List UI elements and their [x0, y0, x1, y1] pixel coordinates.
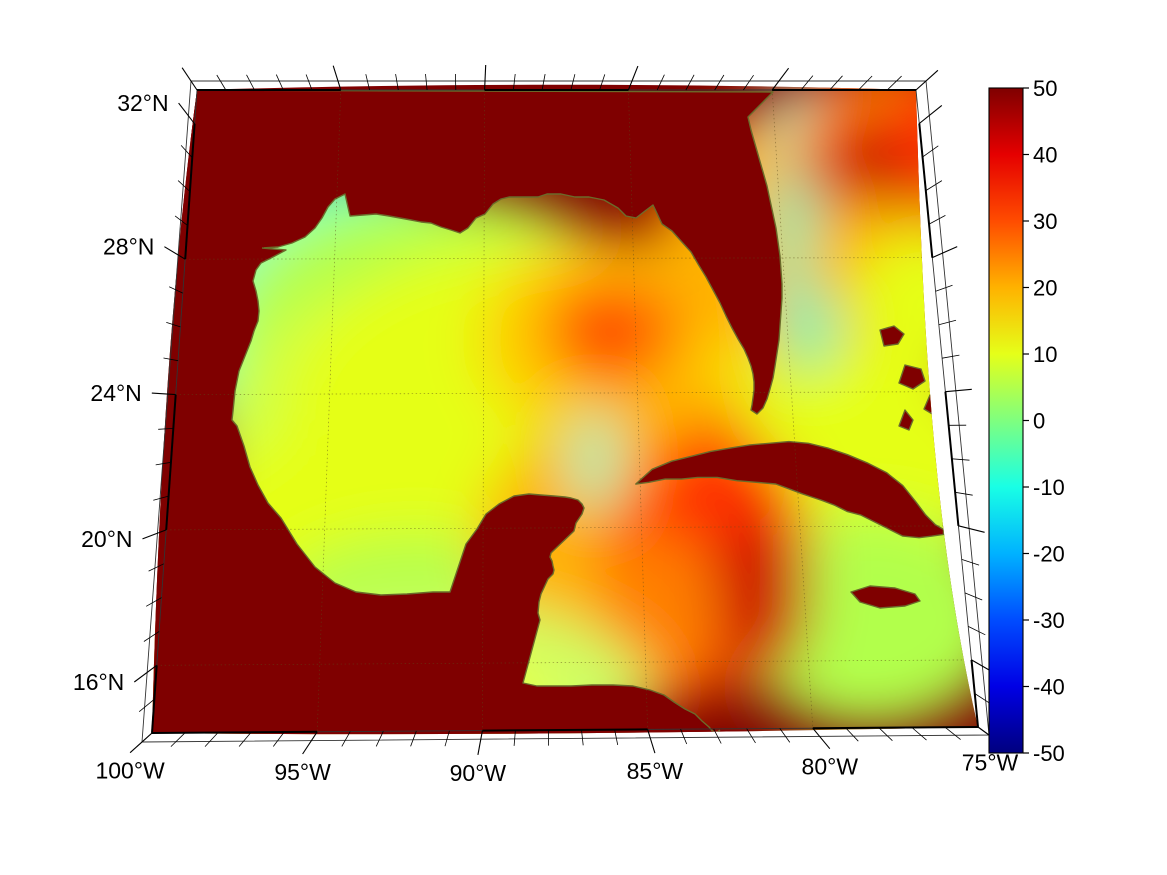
svg-text:-40: -40: [1033, 675, 1065, 700]
svg-text:24°N: 24°N: [90, 380, 141, 406]
svg-text:90°W: 90°W: [450, 760, 507, 786]
svg-text:50: 50: [1033, 76, 1057, 101]
svg-text:-20: -20: [1033, 542, 1065, 567]
svg-text:100°W: 100°W: [95, 758, 165, 784]
svg-text:16°N: 16°N: [73, 669, 124, 695]
svg-text:85°W: 85°W: [627, 758, 684, 784]
svg-text:20: 20: [1033, 276, 1057, 301]
svg-text:32°N: 32°N: [117, 90, 168, 116]
svg-text:30: 30: [1033, 209, 1057, 234]
svg-text:-30: -30: [1033, 608, 1065, 633]
svg-text:80°W: 80°W: [802, 754, 859, 780]
svg-text:95°W: 95°W: [274, 759, 331, 785]
svg-text:-50: -50: [1033, 741, 1065, 766]
svg-text:10: 10: [1033, 342, 1057, 367]
svg-text:-10: -10: [1033, 475, 1065, 500]
svg-text:40: 40: [1033, 143, 1057, 168]
svg-text:28°N: 28°N: [103, 234, 154, 260]
svg-text:20°N: 20°N: [81, 526, 132, 552]
svg-text:0: 0: [1033, 409, 1045, 434]
